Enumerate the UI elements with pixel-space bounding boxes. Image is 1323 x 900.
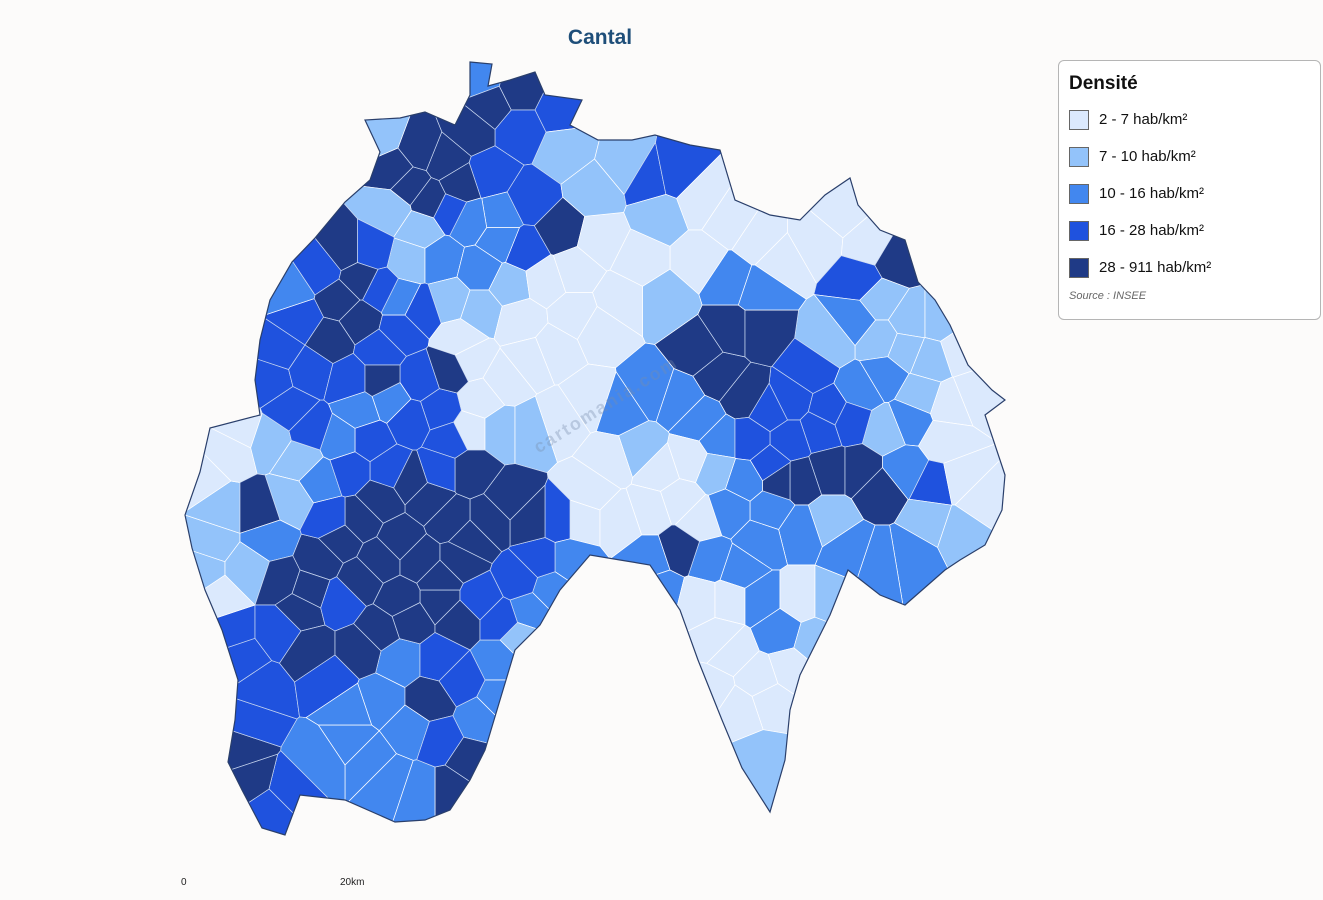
commune-area	[618, 420, 670, 479]
legend-label: 16 - 28 hab/km²	[1099, 222, 1205, 239]
legend-source: Source : INSEE	[1069, 290, 1147, 302]
commune-area	[874, 66, 1005, 289]
commune-area	[185, 116, 316, 317]
scale-end-label: 20km	[340, 877, 365, 888]
commune-area	[476, 679, 720, 835]
legend-label: 2 - 7 hab/km²	[1099, 111, 1188, 128]
commune-area	[554, 538, 611, 606]
commune-area	[567, 653, 736, 835]
commune-area	[714, 579, 746, 626]
commune-area	[767, 647, 942, 771]
commune-area	[558, 729, 1005, 835]
commune-area	[499, 622, 613, 703]
commune-area	[793, 616, 1005, 808]
legend-swatch	[1069, 257, 1089, 278]
legend-item: 28 - 911 hab/km²	[1069, 249, 1310, 286]
commune-area	[338, 262, 379, 301]
legend-title: Densité	[1069, 73, 1138, 94]
legend-swatch	[1069, 220, 1089, 241]
legend-label: 10 - 16 hab/km²	[1099, 185, 1205, 202]
commune-area	[775, 62, 1005, 239]
commune-area	[444, 736, 726, 835]
commune-area	[364, 364, 401, 397]
commune-area	[434, 764, 574, 835]
commune-area	[334, 623, 382, 680]
commune-area	[439, 541, 493, 584]
commune-area	[372, 574, 421, 617]
legend-swatch	[1069, 146, 1089, 167]
commune-area	[211, 140, 342, 296]
commune-area	[425, 345, 469, 394]
legend-item: 7 - 10 hab/km²	[1069, 138, 1310, 175]
legend-label: 7 - 10 hab/km²	[1099, 148, 1196, 165]
commune-area	[604, 569, 685, 677]
legend-label: 28 - 911 hab/km²	[1099, 259, 1212, 276]
commune-area	[416, 446, 456, 493]
map-regions	[185, 62, 1005, 835]
commune-area	[534, 62, 668, 133]
commune-area	[416, 715, 465, 768]
commune-area	[362, 266, 399, 314]
legend-item: 16 - 28 hab/km²	[1069, 212, 1310, 249]
commune-area	[438, 649, 486, 708]
commune-area	[924, 212, 1005, 342]
commune-area	[937, 504, 1005, 713]
map-title: Cantal	[567, 26, 633, 49]
legend-item: 10 - 16 hab/km²	[1069, 175, 1310, 212]
legend: Densité 2 - 7 hab/km² 7 - 10 hab/km² 10 …	[1058, 60, 1321, 320]
scale-start-label: 0	[181, 877, 187, 888]
legend-item: 2 - 7 hab/km²	[1069, 101, 1310, 138]
legend-swatch	[1069, 183, 1089, 204]
commune-area	[744, 309, 800, 368]
legend-swatch	[1069, 109, 1089, 130]
